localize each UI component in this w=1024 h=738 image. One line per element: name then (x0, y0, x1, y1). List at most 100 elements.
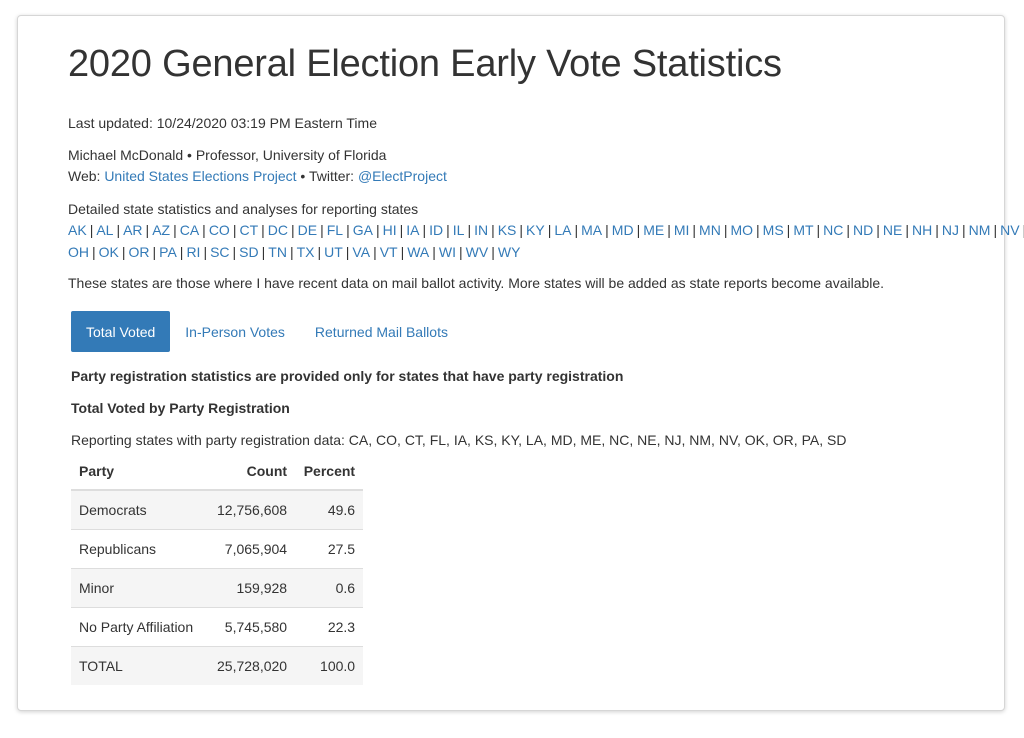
state-link-md[interactable]: MD (611, 222, 634, 238)
state-link-wy[interactable]: WY (497, 244, 521, 260)
state-separator: | (667, 222, 671, 238)
state-separator: | (346, 222, 350, 238)
state-link-nm[interactable]: NM (968, 222, 991, 238)
state-link-ks[interactable]: KS (497, 222, 517, 238)
state-link-wv[interactable]: WV (465, 244, 489, 260)
state-link-ca[interactable]: CA (179, 222, 200, 238)
elections-project-link[interactable]: United States Elections Project (104, 168, 297, 184)
count-cell: 159,928 (209, 568, 296, 608)
state-link-me[interactable]: ME (643, 222, 665, 238)
state-separator: | (993, 222, 998, 238)
page-title: 2020 General Election Early Vote Statist… (68, 43, 782, 85)
count-cell: 12,756,608 (209, 489, 296, 530)
state-link-id[interactable]: ID (429, 222, 444, 238)
state-link-or[interactable]: OR (128, 244, 150, 260)
table-row-total: TOTAL 25,728,020 100.0 (71, 646, 364, 685)
state-separator: | (291, 222, 295, 238)
section-heading: Total Voted by Party Registration (71, 400, 290, 416)
state-link-nj[interactable]: NJ (941, 222, 960, 238)
state-link-la[interactable]: LA (554, 222, 572, 238)
state-link-va[interactable]: VA (352, 244, 371, 260)
main-card: 2020 General Election Early Vote Statist… (17, 15, 1024, 711)
state-link-az[interactable]: AZ (152, 222, 171, 238)
state-link-wa[interactable]: WA (407, 244, 430, 260)
state-separator: | (519, 222, 524, 238)
state-link-oh[interactable]: OH (68, 244, 89, 260)
state-separator: | (935, 222, 939, 238)
table-row: Democrats 12,756,608 49.6 (71, 489, 364, 530)
state-separator: | (432, 244, 436, 260)
state-link-mn[interactable]: MN (699, 222, 721, 238)
state-link-wi[interactable]: WI (438, 244, 457, 260)
state-separator: | (692, 222, 697, 238)
state-link-mo[interactable]: MO (730, 222, 754, 238)
state-separator: | (876, 222, 880, 238)
state-link-ak[interactable]: AK (68, 222, 87, 238)
state-link-ut[interactable]: UT (324, 244, 343, 260)
state-link-tn[interactable]: TN (268, 244, 287, 260)
state-link-il[interactable]: IL (452, 222, 465, 238)
state-link-nh[interactable]: NH (912, 222, 933, 238)
state-link-ky[interactable]: KY (526, 222, 545, 238)
percent-cell: 27.5 (295, 529, 364, 569)
state-separator: | (1020, 222, 1024, 238)
state-separator: | (92, 244, 96, 260)
percent-cell: 100.0 (295, 646, 364, 685)
state-link-ri[interactable]: RI (186, 244, 201, 260)
state-link-ar[interactable]: AR (123, 222, 143, 238)
table-row: Republicans 7,065,904 27.5 (71, 529, 364, 569)
state-link-de[interactable]: DE (297, 222, 318, 238)
state-link-sc[interactable]: SC (210, 244, 230, 260)
party-cell: No Party Affiliation (71, 607, 209, 647)
state-link-in[interactable]: IN (474, 222, 489, 238)
state-links-row-1: AK | AL | AR | AZ | CA | CO | CT | DC | DE | FL | GA | HI | IA | I… (68, 220, 1024, 240)
state-link-mt[interactable]: MT (793, 222, 814, 238)
state-link-vt[interactable]: VT (379, 244, 398, 260)
state-link-ga[interactable]: GA (352, 222, 373, 238)
state-link-ia[interactable]: IA (406, 222, 420, 238)
state-link-ma[interactable]: MA (581, 222, 603, 238)
state-link-pa[interactable]: PA (159, 244, 177, 260)
count-cell: 5,745,580 (209, 607, 296, 647)
state-separator: | (636, 222, 641, 238)
state-separator: | (786, 222, 791, 238)
state-link-sd[interactable]: SD (239, 244, 259, 260)
state-separator: | (491, 244, 495, 260)
tab-bar: Total Voted In-Person Votes Returned Mai… (71, 311, 463, 352)
state-link-ne[interactable]: NE (882, 222, 903, 238)
state-link-tx[interactable]: TX (296, 244, 315, 260)
state-separator: | (261, 244, 266, 260)
state-link-hi[interactable]: HI (382, 222, 397, 238)
tab-returned-mail-ballots[interactable]: Returned Mail Ballots (314, 323, 448, 340)
state-links-row-2: OH | OK | OR | PA | RI | SC | SD | TN | TX | UT | VA | VT | WA | W… (68, 242, 520, 262)
state-link-ms[interactable]: MS (762, 222, 784, 238)
state-link-ct[interactable]: CT (239, 222, 259, 238)
state-separator: | (320, 222, 324, 238)
state-separator: | (816, 222, 821, 238)
tab-total-voted[interactable]: Total Voted (71, 311, 171, 352)
state-separator: | (962, 222, 966, 238)
state-separator: | (203, 244, 208, 260)
state-link-al[interactable]: AL (96, 222, 114, 238)
state-separator: | (261, 222, 265, 238)
state-separator: | (574, 222, 579, 238)
table-row: No Party Affiliation 5,745,580 22.3 (71, 607, 364, 647)
reporting-states: Reporting states with party registration… (71, 432, 847, 448)
state-link-dc[interactable]: DC (267, 222, 288, 238)
header-party: Party (71, 453, 209, 491)
web-line: Web: United States Elections Project • T… (68, 166, 447, 186)
table-row: Minor 159,928 0.6 (71, 568, 364, 608)
state-link-nc[interactable]: NC (823, 222, 844, 238)
state-link-co[interactable]: CO (208, 222, 230, 238)
state-separator: | (345, 244, 350, 260)
header-percent: Percent (295, 453, 364, 491)
state-separator: | (375, 222, 380, 238)
state-link-ok[interactable]: OK (98, 244, 119, 260)
tab-in-person-votes[interactable]: In-Person Votes (185, 323, 285, 340)
state-link-fl[interactable]: FL (326, 222, 344, 238)
state-link-nv[interactable]: NV (1000, 222, 1020, 238)
twitter-link[interactable]: @ElectProject (357, 168, 447, 184)
state-separator: | (905, 222, 910, 238)
state-link-nd[interactable]: ND (853, 222, 874, 238)
state-link-mi[interactable]: MI (673, 222, 690, 238)
